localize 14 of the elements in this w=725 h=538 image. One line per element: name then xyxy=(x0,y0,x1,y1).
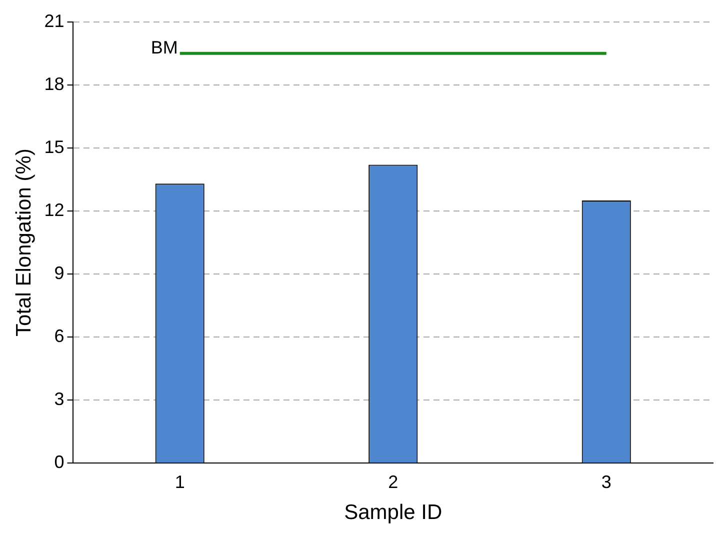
x-tick-label: 3 xyxy=(601,472,612,492)
ref-line-label: BM xyxy=(150,37,178,58)
y-tick-label: 9 xyxy=(54,262,64,283)
y-tick-label: 3 xyxy=(54,389,64,410)
y-axis-title: Total Elongation (%) xyxy=(12,148,36,336)
x-axis-title: Sample ID xyxy=(344,501,442,524)
y-tick-label: 0 xyxy=(54,452,64,472)
y-tick-label: 15 xyxy=(44,136,64,157)
x-tick-label: 1 xyxy=(174,472,185,492)
y-tick-label: 18 xyxy=(44,74,64,94)
y-tick-label: 21 xyxy=(44,10,64,31)
x-tick-label: 2 xyxy=(388,472,398,492)
y-tick-label: 6 xyxy=(54,326,64,346)
y-tick-label: 12 xyxy=(44,200,64,220)
